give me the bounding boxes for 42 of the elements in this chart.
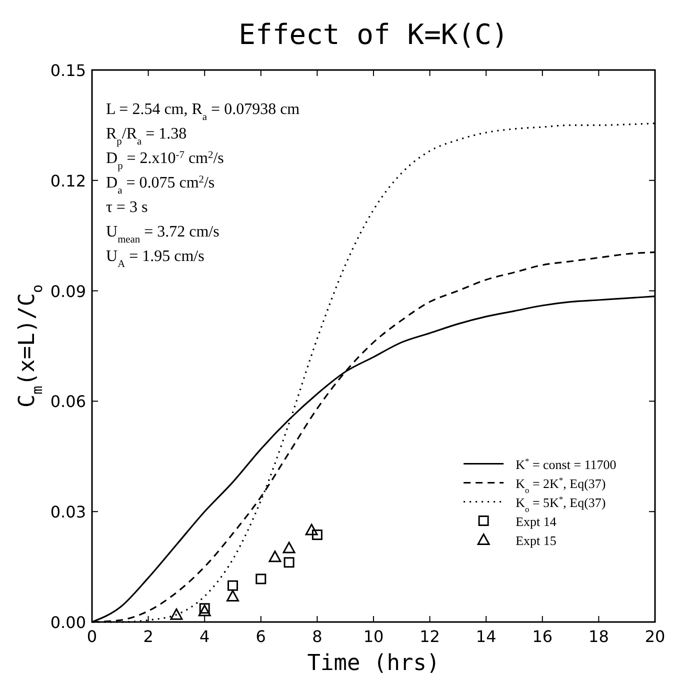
y-tick-label: 0.00 — [50, 613, 86, 632]
x-tick-label: 18 — [588, 627, 609, 646]
annotation: R$_{p}$/R$_{a}$ = 1.38 — [106, 126, 187, 147]
point — [312, 530, 322, 540]
x-tick-label: 2 — [143, 627, 154, 646]
point — [226, 590, 239, 602]
x-axis-title: Time (hrs) — [307, 651, 440, 676]
annotation: τ = 3 s — [106, 199, 148, 216]
point — [284, 557, 294, 568]
x-tick-label: 10 — [363, 627, 384, 646]
point — [198, 604, 211, 616]
y-tick-label: 0.12 — [50, 171, 86, 190]
y-tick-label: 0.15 — [50, 61, 86, 80]
point — [268, 550, 282, 562]
point — [256, 574, 266, 584]
annotation: U$_{mean}$ = 3.72 cm/s — [106, 224, 220, 245]
point — [228, 580, 238, 591]
annotation: D$_{p}$ = 2.x10$^{-7}$ cm$^{2}$/s — [106, 150, 224, 172]
point — [170, 608, 183, 620]
y-tick-label: 0.03 — [50, 502, 86, 522]
x-tick-label: 20 — [644, 627, 666, 646]
x-tick-label: 16 — [532, 627, 553, 646]
x-tick-label: 4 — [200, 627, 210, 646]
x-tick-label: 14 — [476, 627, 496, 646]
y-tick-label: 0.06 — [50, 392, 86, 412]
legend-label: Expt 14 — [516, 514, 557, 529]
annotation: D$_{a}$ = 0.075 cm$^{2}$/s — [106, 174, 215, 196]
legend-label: K$^{*}$ = const = 11700 — [516, 456, 616, 472]
annotation: L = 2.54 cm, R$_{a}$ = 0.07938 cm — [106, 101, 300, 122]
point — [282, 542, 296, 554]
point — [199, 603, 210, 614]
y-tick-label: 0.09 — [50, 282, 86, 301]
annotation: U$_{A}$ = 1.95 cm/s — [106, 248, 204, 270]
x-tick-label: 8 — [312, 627, 322, 646]
x-tick-label: 12 — [420, 627, 440, 646]
legend-label: K$_{o}$ = 2K$^{*}$, Eq(37) — [516, 474, 606, 495]
point — [305, 524, 318, 536]
chart-title: Effect of K=K(C) — [238, 18, 508, 51]
x-tick-label: 6 — [256, 627, 266, 646]
x-tick-label: 0 — [86, 627, 98, 646]
legend-label: Expt 15 — [516, 532, 556, 548]
legend-label: K$_{o}$ = 5K$^{*}$, Eq(37) — [516, 494, 606, 514]
